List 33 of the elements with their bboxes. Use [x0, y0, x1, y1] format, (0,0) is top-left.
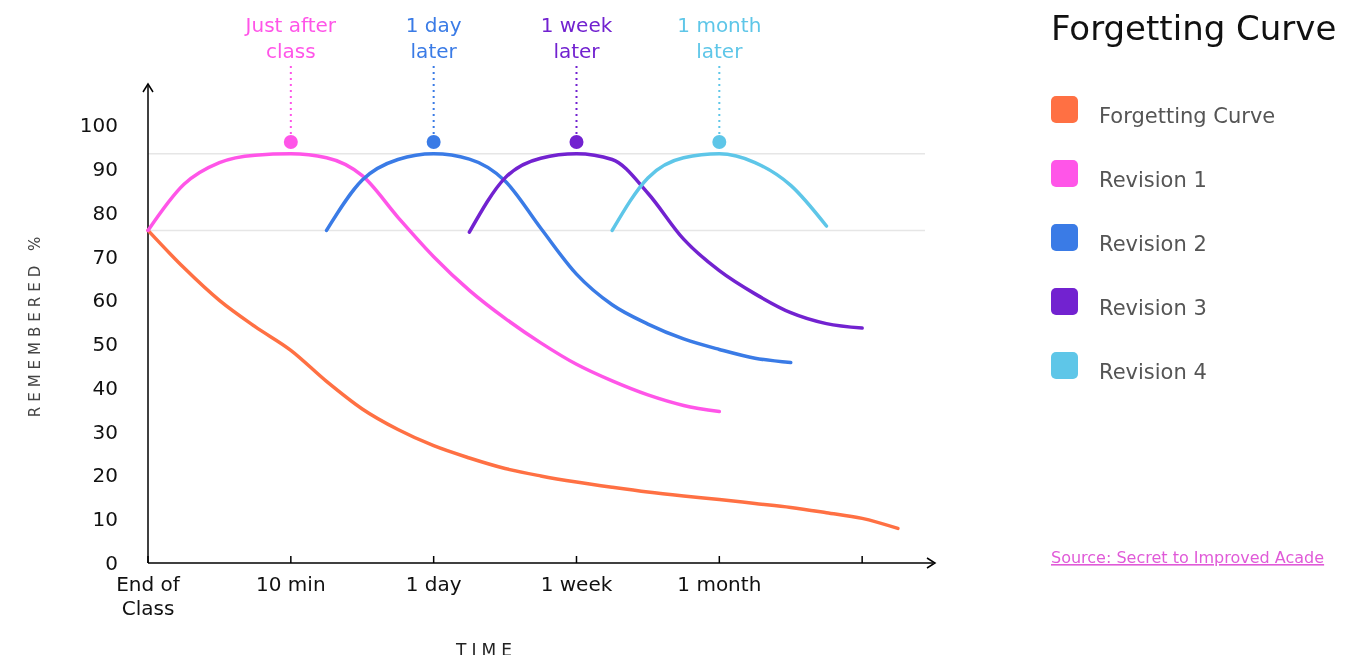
x-tick-label: 1 month: [677, 572, 762, 596]
line-series: [610, 152, 829, 233]
line-series: [467, 152, 864, 330]
y-tick-label: 40: [92, 375, 118, 400]
legend-label: Revision 2: [1099, 232, 1207, 256]
y-axis-title: REMEMBERED %: [26, 231, 44, 418]
legend-label: Forgetting Curve: [1099, 104, 1276, 128]
text: Forgetting Curve: [1051, 8, 1337, 48]
y-tick-label: 100: [79, 113, 118, 138]
y-tick-label: 90: [92, 157, 118, 182]
legend-label: Revision 3: [1099, 296, 1207, 320]
line-series: [146, 152, 722, 414]
x-tick-label: 1 week: [540, 572, 613, 596]
annotation: Just after class: [243, 13, 337, 63]
annotation: 1 day later: [405, 13, 462, 63]
x-tick-label: 1 day: [405, 572, 462, 596]
legend-label: Revision 4: [1099, 360, 1207, 384]
y-tick-label: 80: [92, 200, 118, 225]
line-series: [324, 152, 793, 365]
y-tick-label: 50: [92, 332, 118, 357]
line-series: [146, 228, 900, 531]
x-tick-label: 10 min: [256, 572, 326, 596]
legend-label: Revision 1: [1099, 168, 1207, 192]
y-tick-label: 10: [92, 507, 118, 532]
y-tick-label: 0: [105, 551, 118, 575]
source-note: Source: Secret to Improved Acade: [1051, 548, 1325, 567]
annotation: 1 month later: [677, 13, 762, 63]
x-tick-label: End of Class: [116, 572, 181, 620]
y-tick-label: 70: [92, 244, 118, 269]
y-tick-label: 20: [92, 463, 118, 488]
annotation: 1 week later: [540, 13, 613, 63]
y-tick-label: 60: [92, 288, 118, 313]
y-tick-label: 30: [92, 419, 118, 444]
